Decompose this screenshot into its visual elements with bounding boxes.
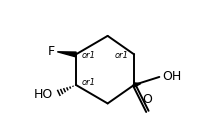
- Polygon shape: [134, 83, 141, 87]
- Text: OH: OH: [162, 70, 181, 83]
- Text: or1: or1: [114, 51, 128, 60]
- Text: O: O: [142, 93, 152, 106]
- Text: or1: or1: [81, 78, 95, 87]
- Text: or1: or1: [81, 51, 95, 60]
- Text: HO: HO: [34, 88, 53, 101]
- Polygon shape: [57, 52, 76, 57]
- Text: F: F: [47, 45, 55, 58]
